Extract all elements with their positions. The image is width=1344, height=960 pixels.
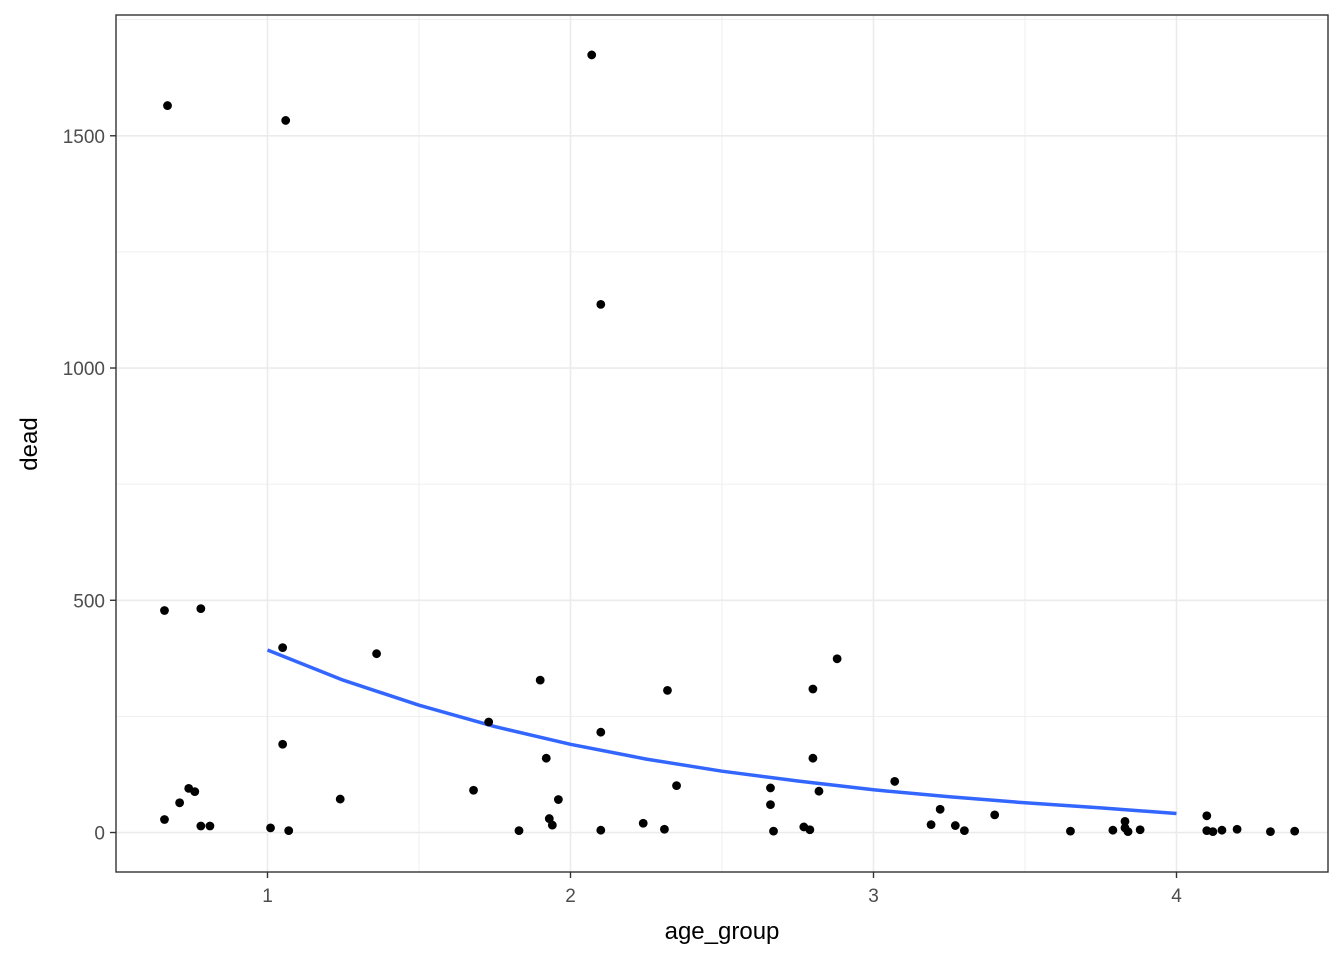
data-point xyxy=(1066,826,1075,836)
data-points xyxy=(160,50,1300,836)
data-point xyxy=(1266,827,1275,836)
data-point xyxy=(808,753,818,763)
data-point xyxy=(1108,825,1118,835)
data-point xyxy=(890,777,900,786)
x-axis-title: age_group xyxy=(665,918,780,945)
data-point xyxy=(814,786,824,796)
data-point xyxy=(960,826,969,836)
data-point xyxy=(484,717,494,727)
data-point xyxy=(205,821,215,831)
data-point xyxy=(1202,811,1212,821)
data-point xyxy=(553,795,563,804)
data-point xyxy=(278,643,288,653)
data-point xyxy=(163,101,172,110)
data-point xyxy=(469,785,478,795)
data-point xyxy=(990,810,1000,820)
data-point xyxy=(160,815,169,824)
data-point xyxy=(284,826,294,836)
plot-border xyxy=(115,14,1329,873)
data-point xyxy=(808,684,818,694)
data-point xyxy=(541,753,551,763)
data-point xyxy=(196,821,206,831)
data-point xyxy=(175,798,185,808)
data-point xyxy=(672,781,681,791)
data-point xyxy=(1120,816,1130,826)
y-tick-label: 1500 xyxy=(63,127,105,148)
data-point xyxy=(547,820,557,830)
data-point xyxy=(535,675,545,685)
y-axis-ticks: 0 500 1000 1500 xyxy=(63,127,116,845)
data-point xyxy=(596,825,606,835)
data-point xyxy=(587,50,597,60)
data-point xyxy=(281,116,291,125)
y-axis-title: dead xyxy=(16,417,43,470)
x-tick-label: 2 xyxy=(565,886,576,907)
data-point xyxy=(935,804,945,814)
data-point xyxy=(514,826,524,836)
data-point xyxy=(950,821,960,830)
data-point xyxy=(266,823,275,833)
data-point xyxy=(1232,824,1242,834)
data-point xyxy=(196,604,206,614)
data-point xyxy=(1290,826,1300,836)
y-tick-label: 500 xyxy=(73,591,105,612)
data-point xyxy=(1135,825,1145,835)
data-point xyxy=(596,299,606,309)
y-tick-label: 1000 xyxy=(63,359,105,380)
data-point xyxy=(335,794,345,804)
data-point xyxy=(766,800,775,810)
x-axis-ticks: 1 2 3 4 xyxy=(262,872,1182,907)
data-point xyxy=(660,824,669,834)
data-point xyxy=(190,787,200,797)
data-point xyxy=(766,783,775,793)
data-point xyxy=(926,820,936,830)
data-point xyxy=(832,654,842,664)
x-tick-label: 3 xyxy=(868,886,879,907)
data-point xyxy=(1217,825,1227,835)
x-tick-label: 4 xyxy=(1171,886,1182,907)
data-point xyxy=(663,685,672,695)
data-point xyxy=(160,606,169,615)
data-point xyxy=(769,826,778,836)
data-point xyxy=(805,825,815,835)
data-point xyxy=(372,649,381,659)
y-tick-label: 0 xyxy=(94,824,105,845)
data-point xyxy=(1208,827,1218,836)
data-point xyxy=(596,727,606,737)
x-tick-label: 1 xyxy=(262,886,273,907)
trend-line xyxy=(266,648,1177,816)
data-point xyxy=(1123,827,1133,836)
data-point xyxy=(638,818,648,828)
data-point xyxy=(278,739,288,749)
grid-minor xyxy=(116,15,1328,872)
